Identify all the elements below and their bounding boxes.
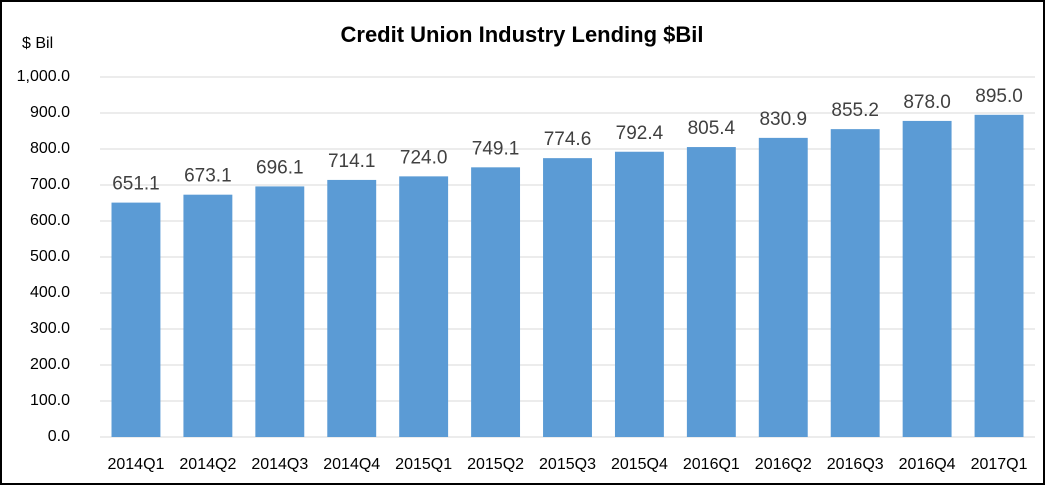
bar: [255, 186, 305, 437]
x-tick-label: 2015Q1: [395, 456, 452, 473]
bar: [614, 151, 664, 437]
data-label: 830.9: [759, 109, 807, 130]
y-tick-label: 700.0: [30, 176, 70, 193]
y-tick-label: 500.0: [30, 248, 70, 265]
x-tick-label: 2016Q3: [827, 456, 884, 473]
data-label: 714.1: [328, 151, 376, 172]
x-tick-label: 2014Q3: [251, 456, 308, 473]
y-tick-label: 400.0: [30, 284, 70, 301]
bar: [974, 114, 1024, 438]
data-label: 774.6: [544, 129, 592, 150]
bar: [758, 137, 808, 437]
y-tick-label: 1,000.0: [17, 68, 70, 85]
bar: [830, 129, 880, 438]
bar: [471, 167, 521, 437]
data-label: 878.0: [903, 92, 951, 113]
x-tick-label: 2016Q2: [755, 456, 812, 473]
bar: [902, 120, 952, 438]
bar: [686, 147, 736, 437]
y-tick-label: 100.0: [30, 392, 70, 409]
data-label: 724.0: [400, 147, 448, 168]
data-label: 805.4: [688, 118, 736, 139]
chart-title: Credit Union Industry Lending $Bil: [341, 22, 704, 47]
y-tick-label: 0.0: [48, 428, 70, 445]
data-label: 895.0: [975, 86, 1023, 107]
x-tick-label: 2014Q1: [107, 456, 164, 473]
y-tick-label: 300.0: [30, 320, 70, 337]
x-tick-label: 2016Q1: [683, 456, 740, 473]
x-tick-label: 2016Q4: [899, 456, 956, 473]
bar: [111, 202, 161, 437]
y-axis-label: $ Bil: [22, 35, 53, 52]
bar: [399, 176, 449, 438]
y-tick-label: 800.0: [30, 140, 70, 157]
bar: [543, 158, 592, 438]
x-tick-label: 2014Q4: [323, 456, 380, 473]
y-tick-label: 600.0: [30, 212, 70, 229]
y-tick-label: 200.0: [30, 356, 70, 373]
data-label: 792.4: [616, 123, 664, 144]
data-label: 696.1: [256, 157, 304, 178]
bar: [183, 194, 233, 437]
x-tick-label: 2015Q3: [539, 456, 596, 473]
data-label: 749.1: [472, 138, 520, 159]
x-tick-label: 2015Q2: [467, 456, 524, 473]
y-tick-label: 900.0: [30, 104, 70, 121]
x-tick-label: 2015Q4: [611, 456, 668, 473]
bar: [327, 179, 377, 437]
x-tick-label: 2014Q2: [179, 456, 236, 473]
data-label: 673.1: [184, 166, 232, 187]
x-tick-label: 2017Q1: [971, 456, 1028, 473]
data-label: 651.1: [112, 174, 160, 195]
data-label: 855.2: [831, 100, 879, 121]
